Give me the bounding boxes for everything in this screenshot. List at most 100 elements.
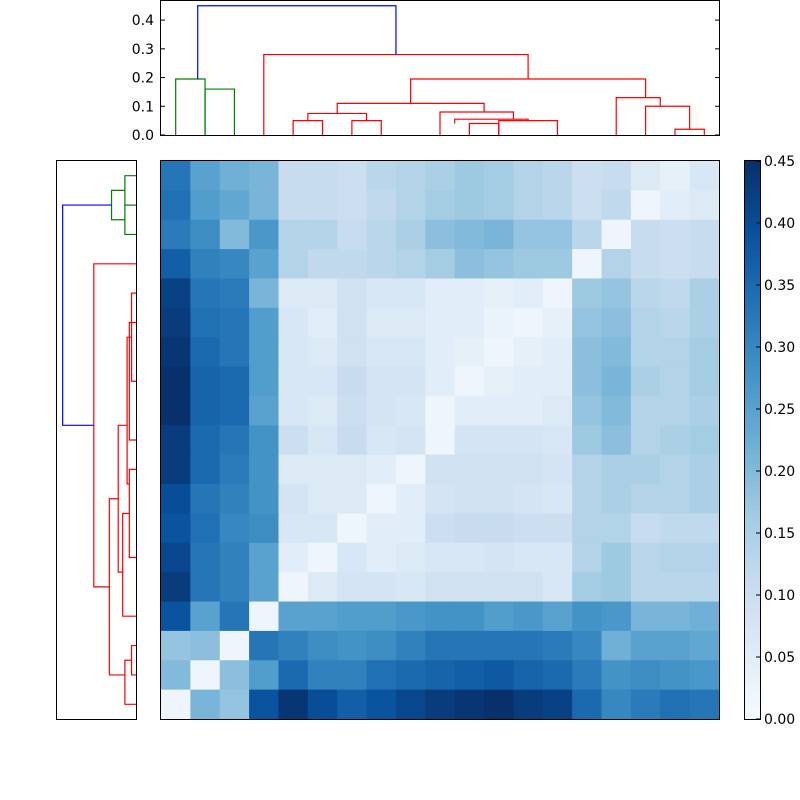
heatmap-cell [601,425,632,456]
heatmap-cell [454,601,485,632]
colorbar-segment [745,560,760,567]
axis-tick-label: 0.2 [132,71,154,87]
heatmap-cell [190,366,221,397]
heatmap-cell [278,425,309,456]
colorbar-segment [745,639,760,646]
heatmap-cell [395,278,426,309]
heatmap-cell [425,249,456,280]
heatmap-cell [395,513,426,544]
heatmap-cell [542,572,573,603]
heatmap-cell [601,190,632,221]
colorbar-segment [745,509,760,515]
heatmap-cell [630,425,661,456]
heatmap-cell [630,395,661,426]
axis-tick-label: 0.3 [132,42,154,58]
heatmap-cell [425,484,456,515]
dendrogram-link [197,5,397,79]
heatmap-cell [395,307,426,338]
colorbar-segment [745,370,760,376]
heatmap-cell [513,219,544,250]
heatmap-cell [307,660,338,691]
colorbar-segment [745,402,760,409]
colorbar-segment [745,226,760,232]
colorbar-segment [745,337,760,343]
heatmap-cell [249,366,280,397]
colorbar-segment [745,612,760,618]
heatmap-frame [160,160,720,720]
heatmap-cell [307,366,338,397]
colorbar-segment [745,421,760,427]
dendrogram-link [644,105,691,135]
heatmap-cell [660,425,691,456]
top-dendrogram [175,5,705,135]
heatmap-cell [542,689,573,720]
heatmap-cell [630,366,661,397]
heatmap-cell [190,278,221,309]
heatmap-cell [219,513,250,544]
heatmap-cell [454,278,485,309]
dendrogram-link [126,336,132,485]
heatmap-cell [542,660,573,691]
colorbar-segment [745,602,760,608]
colorbar-segment [745,453,760,460]
axis-tick-label: 0.4 [132,13,154,29]
heatmap-cell [630,542,661,573]
heatmap-cell [278,513,309,544]
heatmap-cell [454,660,485,691]
heatmap-cell [484,660,515,691]
colorbar-segment [745,546,760,553]
colorbar-tick-label: 0.05 [764,650,795,666]
colorbar-segment [745,398,760,404]
heatmap-cell [307,542,338,573]
colorbar-segment [745,281,760,288]
heatmap-cell [161,572,191,603]
heatmap-cell [425,366,456,397]
heatmap-cell [337,219,368,250]
heatmap-cell [513,307,544,338]
heatmap-cell [249,660,280,691]
heatmap-cell [572,366,603,397]
heatmap-cell [630,660,661,691]
heatmap-cell [219,219,250,250]
heatmap-cell [660,395,691,426]
heatmap-cell [190,513,221,544]
heatmap-cell [337,161,368,191]
colorbar-segment [745,472,760,478]
heatmap-cell [542,454,573,485]
heatmap-cell [660,307,691,338]
colorbar-segment [745,556,760,562]
heatmap-cell [513,484,544,515]
heatmap-cell [660,484,691,515]
heatmap-cell [630,513,661,544]
heatmap-cell [572,689,603,720]
colorbar-segment [745,616,760,622]
colorbar-segment [745,570,760,576]
heatmap-cell [425,425,456,456]
heatmap-cell [219,307,250,338]
dendrogram-link [439,111,515,135]
colorbar-segment [745,584,760,590]
heatmap-cell [190,161,221,191]
heatmap-cell [190,630,221,661]
heatmap-cell [249,572,280,603]
heatmap-cell [542,513,573,544]
colorbar-segment [745,458,760,464]
heatmap-cell [366,601,397,632]
heatmap-cell [161,337,191,368]
heatmap-cell [660,219,691,250]
heatmap-cell [601,219,632,250]
dendrogram-link [674,128,705,135]
heatmap-cell [454,249,485,280]
heatmap-cell [601,689,632,720]
heatmap-cell [219,249,250,280]
heatmap-cell [161,630,191,661]
heatmap-cell [513,513,544,544]
heatmap-cell [572,572,603,603]
heatmap-cell [425,454,456,485]
heatmap-cell [337,689,368,720]
colorbar-segment [745,644,760,650]
heatmap-cell [630,161,661,191]
heatmap-cell [366,425,397,456]
colorbar-segment [745,467,760,474]
heatmap-cell [484,572,515,603]
